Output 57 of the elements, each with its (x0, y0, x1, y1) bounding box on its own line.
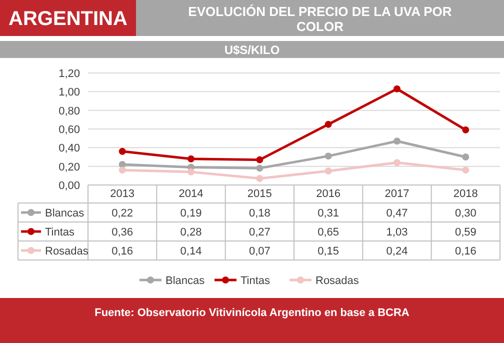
x-tick-label: 2013 (110, 188, 135, 200)
point (256, 174, 264, 182)
y-tick-label: 0,40 (58, 142, 80, 155)
point (324, 152, 332, 160)
y-tick-label: 0,00 (58, 180, 80, 192)
chart-subtitle: U$S/KILO (224, 43, 280, 57)
x-tick-label: 2017 (384, 188, 410, 200)
data-label: 0,30 (454, 208, 476, 220)
point (462, 126, 470, 134)
point (188, 155, 194, 162)
data-label: 0,18 (248, 208, 270, 220)
text: Tintas (240, 275, 270, 287)
point (394, 159, 400, 166)
data-label: 1,03 (386, 226, 408, 238)
source-note: Fuente: Observatorio Vitivinícola Argentino en base a BCRA (94, 307, 410, 319)
y-tick-label: 0,60 (58, 124, 80, 136)
x-tick-label: 2018 (453, 188, 478, 200)
data-label: 0,24 (386, 246, 408, 258)
data-label: 0,27 (248, 226, 270, 238)
y-tick-label: 0,20 (58, 161, 80, 174)
point (188, 168, 194, 176)
x-tick-label: 2016 (316, 188, 341, 200)
data-label: 0,15 (318, 246, 340, 258)
text: Blancas (166, 275, 205, 287)
text: Rosadas (316, 275, 359, 287)
x-tick-label: 2015 (247, 188, 272, 200)
text: ARGENTINA (8, 8, 128, 30)
legend-label: Blancas (45, 208, 85, 220)
point (324, 120, 332, 128)
data-label: 0,14 (180, 246, 202, 258)
point (324, 168, 332, 174)
x-tick-label: 2014 (178, 188, 204, 200)
data-label: 0,28 (180, 226, 202, 238)
point (462, 154, 470, 160)
data-label: 0,36 (112, 226, 134, 238)
data-label: 0,16 (454, 246, 476, 258)
y-tick-label: 1,00 (58, 86, 80, 99)
data-label: 0,47 (386, 208, 408, 220)
point (394, 85, 400, 92)
point (462, 166, 470, 174)
point (118, 148, 126, 155)
y-tick-label: 1,20 (58, 68, 80, 80)
legend-label: Rosadas (45, 246, 89, 258)
data-label: 0,59 (454, 226, 476, 238)
y-tick-label: 0,80 (58, 105, 80, 118)
point (256, 156, 264, 164)
chart-title: EVOLUCIÓN DEL PRECIO DE LA UVA POR COLOR (188, 4, 452, 34)
data-label: 0,31 (318, 208, 340, 220)
data-label: 0,19 (180, 208, 202, 220)
point (394, 138, 400, 145)
data-label: 0,16 (112, 246, 134, 258)
data-label: 0,07 (248, 246, 270, 258)
point (256, 164, 264, 172)
data-label: 0,22 (112, 208, 134, 220)
point (118, 166, 126, 174)
data-label: 0,65 (318, 226, 340, 238)
legend-label: Tintas (45, 226, 76, 238)
